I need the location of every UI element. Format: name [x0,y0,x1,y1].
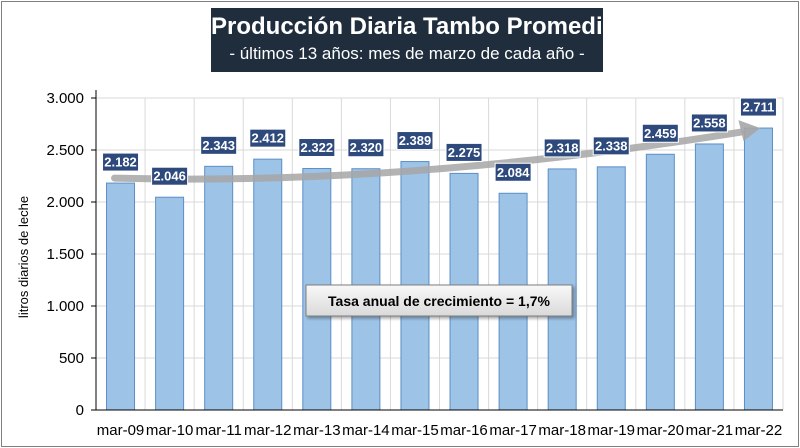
x-tick-label: mar-10 [146,422,194,439]
trend-arrowhead [738,120,761,142]
data-label-box [543,138,581,158]
data-label: 2.084 [497,165,530,180]
data-label: 2.389 [399,133,432,148]
chart-subtitle: - últimos 13 años: mes de marzo de cada … [229,44,585,63]
data-label-box [347,138,385,158]
bar [743,127,773,411]
data-label-box [739,97,777,117]
x-tick-label: mar-16 [440,422,488,439]
data-label: 2.338 [595,138,628,153]
data-label: 2.343 [202,138,235,153]
data-label: 2.046 [153,169,186,184]
data-label-box [690,113,728,133]
data-label: 2.711 [743,100,775,115]
x-tick-label: mar-20 [637,422,685,439]
y-axis-label: litros diarios de leche [16,196,31,318]
x-tick-label: mar-12 [244,422,292,439]
x-tick-label: mar-22 [735,422,783,439]
data-label: 2.318 [546,140,579,155]
x-tick-label: mar-18 [538,422,586,439]
data-label: 2.558 [693,115,726,130]
x-tick-label: mar-13 [293,422,341,439]
data-label-box [641,123,679,143]
bars [106,127,773,411]
y-tick-label: 3.000 [46,90,84,107]
data-labels: 2.182 2.046 2.343 2.412 2.322 2.320 2.389 2.275… [102,97,777,186]
x-tick-label: mar-17 [489,422,537,439]
x-tick-label: mar-21 [686,422,734,439]
bar [253,158,283,411]
data-label-box [102,152,140,172]
data-label-box [592,136,630,156]
data-label-box [396,131,434,151]
x-tick-label: mar-19 [587,422,635,439]
x-tick-label: mar-11 [195,422,241,439]
data-label-box [298,138,336,158]
data-label: 2.322 [301,140,334,155]
y-tick-label: 1.500 [46,246,84,263]
annotation: Tasa anual de crecimiento = 1,7% [305,284,573,317]
data-label-box [151,166,189,186]
bar [106,182,136,411]
x-tick-label: mar-15 [391,422,439,439]
chart-title: Producción Diaria Tambo Promedio [211,13,618,40]
title-box: Producción Diaria Tambo Promedio - últim… [211,8,618,72]
bar [596,166,626,411]
y-tick-label: 2.500 [46,142,84,159]
data-label: 2.275 [448,145,481,160]
data-label-box [249,128,287,148]
data-label: 2.459 [644,126,677,141]
data-label: 2.320 [350,140,383,155]
y-tick-label: 0 [76,402,84,419]
data-label: 2.182 [104,155,137,170]
y-tick-label: 1.000 [46,298,84,315]
trend-arrow [111,120,761,183]
annotation-text: Tasa anual de crecimiento = 1,7% [328,293,550,309]
bar [645,153,675,411]
x-tick-label: mar-14 [342,422,390,439]
annotation-box [305,284,573,317]
data-label: 2.412 [251,131,284,146]
bar [155,196,185,411]
data-label-box [494,162,532,182]
data-label-box [200,135,238,155]
bar [204,165,234,411]
y-tick-label: 2.000 [46,194,84,211]
data-label-box [445,142,483,162]
bar [694,143,724,411]
trend-line [111,128,744,183]
y-tick-label: 500 [59,350,84,367]
x-tick-label: mar-09 [97,422,145,439]
